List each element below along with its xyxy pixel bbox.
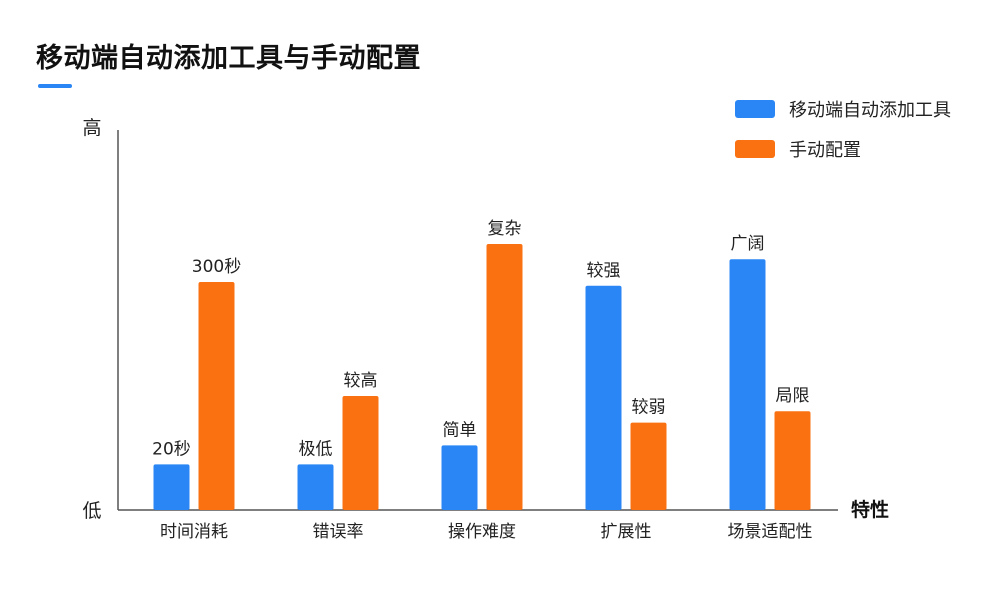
data-label-manual-0: 300秒	[192, 257, 241, 277]
page-title: 移动端自动添加工具与手动配置	[36, 43, 421, 74]
data-label-manual-3: 较弱	[632, 398, 666, 418]
bar-manual-1	[342, 396, 379, 510]
bar-manual-3	[630, 422, 667, 510]
bar-auto-4	[729, 259, 766, 510]
data-label-auto-4: 广阔	[731, 234, 765, 254]
x-tick-label-1: 错误率	[313, 522, 364, 542]
legend-item-manual: 手动配置	[735, 138, 951, 161]
bar-auto-1	[297, 464, 334, 510]
x-tick-label-2: 操作难度	[448, 522, 516, 542]
data-label-manual-2: 复杂	[488, 219, 522, 239]
legend-swatch-manual	[735, 140, 775, 158]
bar-auto-0	[153, 464, 190, 510]
bar-auto-2	[441, 445, 478, 510]
data-label-auto-0: 20秒	[152, 439, 191, 459]
x-tick-label-0: 时间消耗	[160, 522, 228, 542]
title-underline	[38, 84, 72, 88]
bar-manual-2	[486, 244, 523, 510]
y-tick-low: 低	[82, 500, 101, 522]
y-tick-high: 高	[82, 117, 101, 139]
x-tick-label-3: 扩展性	[601, 522, 652, 542]
legend-label-manual: 手动配置	[789, 140, 861, 161]
legend-item-auto: 移动端自动添加工具	[735, 98, 951, 121]
data-label-manual-4: 局限	[776, 386, 810, 406]
data-label-manual-1: 较高	[344, 371, 378, 391]
legend: 移动端自动添加工具 手动配置	[735, 98, 951, 178]
data-label-auto-3: 较强	[587, 261, 621, 281]
bar-auto-3	[585, 285, 622, 510]
legend-swatch-auto	[735, 100, 775, 118]
x-axis-title: 特性	[851, 498, 889, 521]
data-label-auto-2: 简单	[443, 420, 477, 440]
legend-label-auto: 移动端自动添加工具	[789, 100, 951, 121]
x-tick-label-4: 场景适配性	[728, 522, 813, 542]
bar-manual-0	[198, 282, 235, 510]
bar-manual-4	[774, 411, 811, 510]
data-label-auto-1: 极低	[299, 439, 333, 459]
